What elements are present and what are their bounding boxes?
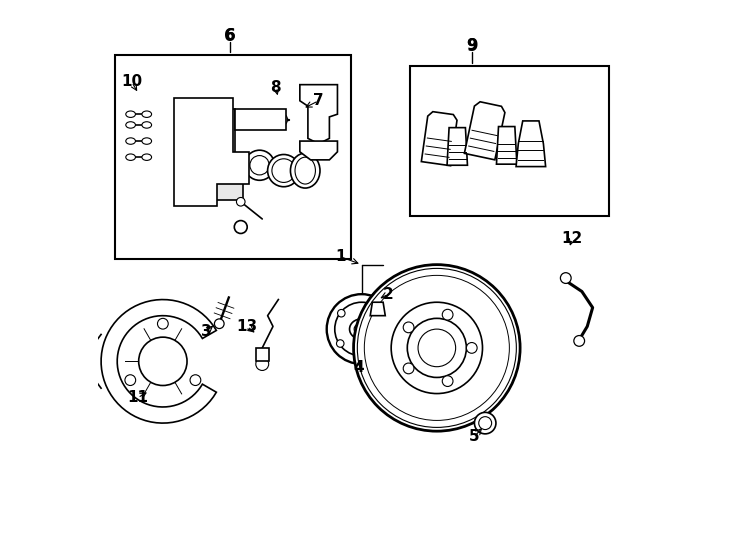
Ellipse shape — [142, 154, 152, 160]
Bar — [115, 55, 351, 259]
Text: 8: 8 — [270, 80, 281, 95]
Circle shape — [391, 302, 482, 394]
Ellipse shape — [126, 138, 136, 144]
Bar — [410, 66, 608, 217]
Circle shape — [272, 159, 296, 183]
Circle shape — [560, 273, 571, 284]
Text: 10: 10 — [121, 75, 142, 90]
Circle shape — [125, 375, 136, 386]
Circle shape — [236, 198, 245, 206]
Circle shape — [214, 319, 224, 328]
Circle shape — [250, 156, 269, 175]
Circle shape — [354, 265, 520, 431]
Polygon shape — [447, 127, 468, 165]
Text: 2: 2 — [383, 287, 394, 302]
Circle shape — [479, 417, 492, 429]
Circle shape — [364, 275, 509, 421]
Polygon shape — [496, 126, 517, 164]
Text: 7: 7 — [313, 93, 324, 109]
Polygon shape — [181, 109, 244, 200]
Text: 3: 3 — [200, 325, 211, 339]
Text: 13: 13 — [236, 319, 258, 334]
Ellipse shape — [142, 138, 152, 144]
Circle shape — [238, 112, 254, 127]
Circle shape — [190, 375, 201, 386]
Text: 9: 9 — [466, 38, 477, 53]
Ellipse shape — [142, 111, 152, 117]
Circle shape — [268, 154, 300, 187]
Text: 1: 1 — [335, 249, 346, 264]
Circle shape — [327, 294, 396, 364]
Circle shape — [275, 113, 288, 126]
Ellipse shape — [142, 122, 152, 128]
Ellipse shape — [126, 122, 136, 128]
Circle shape — [357, 268, 516, 427]
Polygon shape — [516, 121, 545, 166]
Circle shape — [335, 302, 388, 356]
Polygon shape — [421, 112, 457, 166]
Circle shape — [443, 376, 453, 387]
Circle shape — [338, 309, 345, 317]
Circle shape — [474, 413, 496, 434]
Circle shape — [371, 292, 384, 305]
Text: 5: 5 — [469, 429, 480, 444]
Ellipse shape — [291, 153, 320, 188]
Polygon shape — [236, 109, 286, 130]
Polygon shape — [370, 302, 385, 316]
Ellipse shape — [354, 323, 369, 335]
Circle shape — [384, 326, 391, 334]
Text: 12: 12 — [562, 231, 583, 246]
Circle shape — [403, 322, 414, 333]
Text: 11: 11 — [127, 390, 148, 406]
Circle shape — [443, 309, 453, 320]
Circle shape — [367, 301, 374, 309]
Circle shape — [365, 350, 372, 357]
Circle shape — [418, 329, 456, 367]
Text: 6: 6 — [225, 28, 236, 43]
Circle shape — [234, 220, 247, 233]
Circle shape — [407, 319, 466, 377]
Polygon shape — [255, 348, 269, 361]
Circle shape — [244, 150, 275, 180]
Circle shape — [139, 337, 187, 386]
Circle shape — [336, 340, 344, 347]
Ellipse shape — [126, 154, 136, 160]
Circle shape — [574, 335, 584, 346]
Text: 6: 6 — [225, 28, 236, 45]
Circle shape — [158, 319, 168, 329]
Circle shape — [466, 342, 477, 353]
Polygon shape — [465, 102, 505, 160]
Ellipse shape — [126, 111, 136, 117]
Circle shape — [255, 357, 269, 370]
Polygon shape — [174, 98, 249, 206]
Polygon shape — [101, 300, 217, 423]
Polygon shape — [300, 85, 338, 144]
Text: 9: 9 — [466, 37, 478, 55]
Ellipse shape — [295, 157, 316, 184]
Polygon shape — [300, 141, 338, 160]
Circle shape — [403, 363, 414, 374]
Text: 4: 4 — [354, 360, 364, 375]
Ellipse shape — [349, 319, 374, 339]
